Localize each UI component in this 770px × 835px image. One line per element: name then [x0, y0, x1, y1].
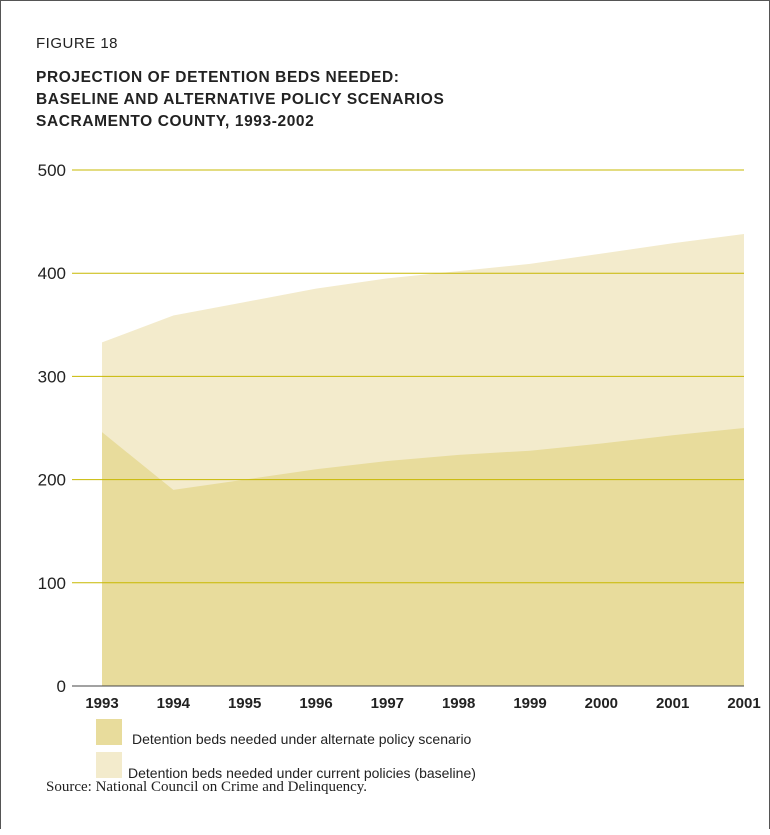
legend-swatch-alternate	[96, 719, 122, 745]
x-axis-ticks: 1993 1994 1995 1996 1997 1998 1999 2000 2001 2001	[85, 695, 760, 712]
area-layer	[102, 233, 744, 686]
figure-label: FIGURE 18	[36, 35, 119, 52]
legend-label-alternate: Detention beds needed under alternate po…	[132, 731, 472, 747]
source-note: Source: National Council on Crime and De…	[46, 779, 368, 795]
gridlines	[72, 169, 744, 687]
y-tick-label: 0	[57, 677, 66, 696]
x-tick-label: 1994	[157, 695, 191, 712]
x-tick-label: 2001	[727, 695, 760, 712]
y-axis-ticks: 0 100 200 300 400 500	[38, 161, 66, 696]
y-tick-label: 100	[38, 574, 66, 593]
x-tick-label: 1995	[228, 695, 261, 712]
x-tick-label: 2001	[656, 695, 689, 712]
x-tick-label: 2000	[585, 695, 618, 712]
y-tick-label: 200	[38, 471, 66, 490]
x-tick-label: 1997	[371, 695, 404, 712]
y-tick-label: 500	[38, 161, 66, 180]
chart-title-line-3: SACRAMENTO COUNTY, 1993-2002	[36, 113, 315, 130]
y-tick-label: 300	[38, 367, 66, 386]
x-tick-label: 1999	[513, 695, 546, 712]
x-tick-label: 1993	[85, 695, 118, 712]
x-tick-label: 1998	[442, 695, 475, 712]
y-tick-label: 400	[38, 264, 66, 283]
area-series-alternate	[102, 428, 744, 686]
chart-title-line-2: BASELINE AND ALTERNATIVE POLICY SCENARIO…	[36, 91, 445, 108]
legend-swatch-baseline	[96, 752, 122, 778]
chart-title-line-1: PROJECTION OF DETENTION BEDS NEEDED:	[36, 69, 400, 86]
x-tick-label: 1996	[299, 695, 332, 712]
legend-label-baseline: Detention beds needed under current poli…	[128, 765, 476, 781]
